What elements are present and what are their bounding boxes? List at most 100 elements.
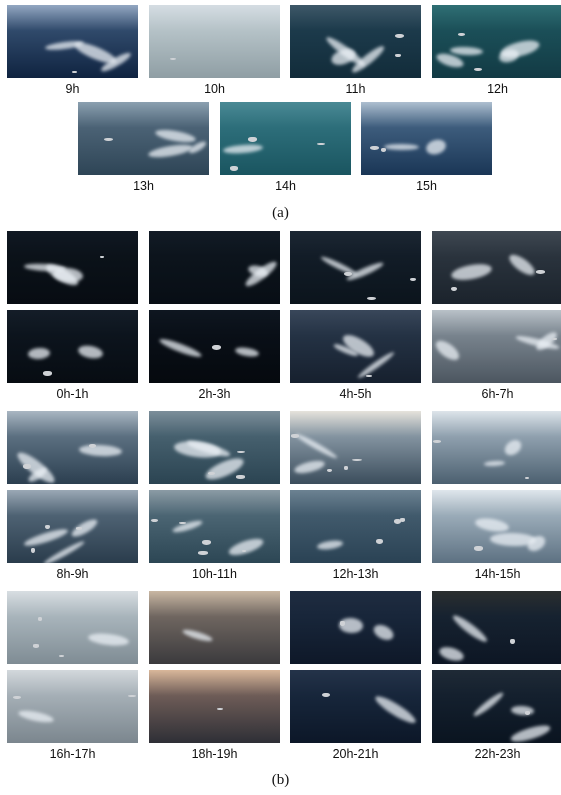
wake-foam (234, 345, 260, 358)
wake-foam (147, 142, 194, 160)
thumbnail-9h (7, 5, 138, 78)
wake-foam (203, 454, 246, 484)
wake-foam (384, 144, 420, 151)
boat-icon (32, 644, 39, 648)
thumbnail-bottom-12h-13h (290, 490, 421, 563)
thumbnail-top-18h-19h (149, 591, 280, 664)
boat-icon (343, 271, 353, 277)
thumbnail-bottom-2h-3h (149, 310, 280, 383)
boat-icon (432, 440, 442, 444)
boat-icon (103, 138, 113, 142)
wake-foam (437, 644, 466, 664)
thumbnail-label: 15h (416, 179, 437, 193)
boat-icon (321, 692, 331, 698)
boat-icon (43, 371, 53, 376)
thumbnail-label: 22h-23h (474, 747, 521, 761)
boat-icon (510, 638, 516, 644)
boat-icon (12, 695, 21, 699)
boat-icon (72, 70, 77, 73)
wake-foam (42, 539, 85, 563)
thumbnail-label: 8h-9h (56, 567, 89, 581)
boat-icon (170, 58, 177, 61)
boat-icon (473, 67, 482, 72)
wake-foam (293, 458, 326, 476)
wake-foam (450, 261, 494, 283)
wake-foam (27, 347, 51, 360)
thumbnail-top-20h-21h (290, 591, 421, 664)
thumbnail-bottom-22h-23h (432, 670, 561, 743)
thumbnail-bottom-20h-21h (290, 670, 421, 743)
thumbnail-label: 2h-3h (198, 387, 231, 401)
wake-foam (501, 436, 525, 459)
boat-icon (326, 468, 332, 473)
boat-icon (410, 277, 417, 282)
boat-icon (366, 296, 376, 301)
thumbnail-label: 12h-13h (332, 567, 379, 581)
boat-icon (393, 518, 401, 524)
thumbnail-label: 9h (65, 82, 80, 96)
boat-icon (380, 148, 387, 153)
thumbnail-bottom-14h-15h (432, 490, 561, 563)
thumbnail-label: 11h (345, 82, 366, 96)
wake-foam (509, 722, 552, 743)
caption-panel-b: (b) (271, 772, 290, 788)
boat-icon (207, 471, 216, 476)
wake-foam (22, 526, 69, 549)
boat-icon (535, 270, 545, 275)
boat-icon (197, 551, 208, 555)
boat-icon (395, 54, 401, 58)
boat-icon (399, 518, 406, 522)
caption-panel-a: (a) (272, 205, 289, 221)
thumbnail-14h (220, 102, 351, 175)
boat-icon (451, 287, 458, 292)
wake-foam (473, 516, 510, 535)
boat-icon (22, 464, 31, 469)
boat-icon (474, 546, 483, 551)
thumbnail-label: 12h (487, 82, 508, 96)
boat-icon (317, 142, 325, 145)
thumbnail-top-10h-11h (149, 411, 280, 484)
thumbnail-bottom-4h-5h (290, 310, 421, 383)
wake-foam (471, 690, 506, 719)
boat-icon (247, 137, 257, 142)
boat-icon (37, 617, 43, 622)
thumbnail-label: 10h (204, 82, 225, 96)
boat-icon (242, 550, 247, 553)
wake-foam (222, 143, 263, 155)
thumbnail-top-12h-13h (290, 411, 421, 484)
boat-icon (89, 443, 97, 448)
wake-foam (77, 344, 105, 361)
boat-icon (230, 166, 239, 171)
wake-foam (226, 535, 265, 559)
wake-foam (483, 460, 505, 468)
thumbnail-bottom-18h-19h (149, 670, 280, 743)
wake-foam (188, 139, 208, 156)
wake-foam (17, 708, 55, 725)
thumbnail-label: 6h-7h (481, 387, 514, 401)
wake-foam (173, 439, 221, 460)
thumbnail-top-22h-23h (432, 591, 561, 664)
thumbnail-bottom-0h-1h (7, 310, 138, 383)
thumbnail-bottom-16h-17h (7, 670, 138, 743)
wake-foam (424, 137, 449, 157)
thumbnail-bottom-6h-7h (432, 310, 561, 383)
thumbnail-label: 10h-11h (192, 567, 237, 581)
thumbnail-top-16h-17h (7, 591, 138, 664)
boat-icon (99, 255, 105, 258)
boat-icon (340, 621, 346, 626)
thumbnail-bottom-8h-9h (7, 490, 138, 563)
wake-foam (511, 705, 535, 716)
thumbnail-label: 20h-21h (332, 747, 379, 761)
boat-icon (524, 711, 531, 716)
thumbnail-12h (432, 5, 561, 78)
boat-icon (150, 519, 159, 523)
thumbnail-top-4h-5h (290, 231, 421, 304)
boat-icon (30, 548, 36, 554)
boat-icon (365, 374, 372, 378)
wake-foam (154, 127, 197, 145)
thumbnail-top-6h-7h (432, 231, 561, 304)
boat-icon (178, 522, 186, 525)
thumbnail-label: 0h-1h (56, 387, 89, 401)
wake-foam (242, 258, 279, 289)
thumbnail-top-2h-3h (149, 231, 280, 304)
